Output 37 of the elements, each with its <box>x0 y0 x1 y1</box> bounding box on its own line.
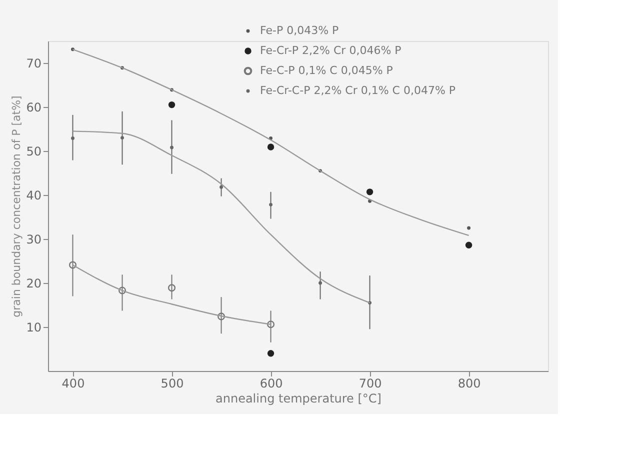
y-tick-label: 60 <box>26 100 42 114</box>
point <box>366 188 374 196</box>
y-tick-label: 20 <box>26 276 42 290</box>
point <box>267 350 274 357</box>
legend-label: Fe-Cr-P 2,2% Cr 0,046% P <box>260 44 402 57</box>
y-axis-title: grain boundary concentration of P [at%] <box>10 96 24 318</box>
x-tick-label: 500 <box>160 376 184 390</box>
y-tick-label: 70 <box>26 56 42 70</box>
legend-label: Fe-C-P 0,1% C 0,045% P <box>260 64 394 77</box>
x-axis-title: annealing temperature [°C] <box>216 392 382 406</box>
point <box>168 101 176 108</box>
x-tick-label: 600 <box>260 376 283 390</box>
point <box>467 226 471 230</box>
point <box>170 146 174 150</box>
line-series <box>72 130 370 304</box>
point <box>267 320 275 328</box>
point <box>220 185 223 189</box>
point <box>465 242 472 249</box>
point <box>120 136 124 140</box>
legend-label: Fe-Cr-C-P 2,2% Cr 0,1% C 0,047% P <box>260 84 456 97</box>
x-tick-label: 400 <box>62 376 85 390</box>
x-tick-label: 700 <box>358 376 382 390</box>
point <box>71 136 74 140</box>
y-tick-label: 30 <box>26 232 42 246</box>
point <box>68 261 77 269</box>
y-tick-label: 40 <box>26 188 42 202</box>
point <box>269 202 273 206</box>
point <box>118 286 126 294</box>
y-tick-label: 50 <box>26 144 42 158</box>
legend-label: Fe-P 0,043% P <box>260 24 340 37</box>
point <box>168 284 176 292</box>
point <box>267 144 274 150</box>
y-tick-label: 10 <box>26 320 42 334</box>
point <box>318 281 322 285</box>
line-series <box>72 264 272 325</box>
point <box>218 312 226 320</box>
x-tick-label: 800 <box>458 376 481 390</box>
